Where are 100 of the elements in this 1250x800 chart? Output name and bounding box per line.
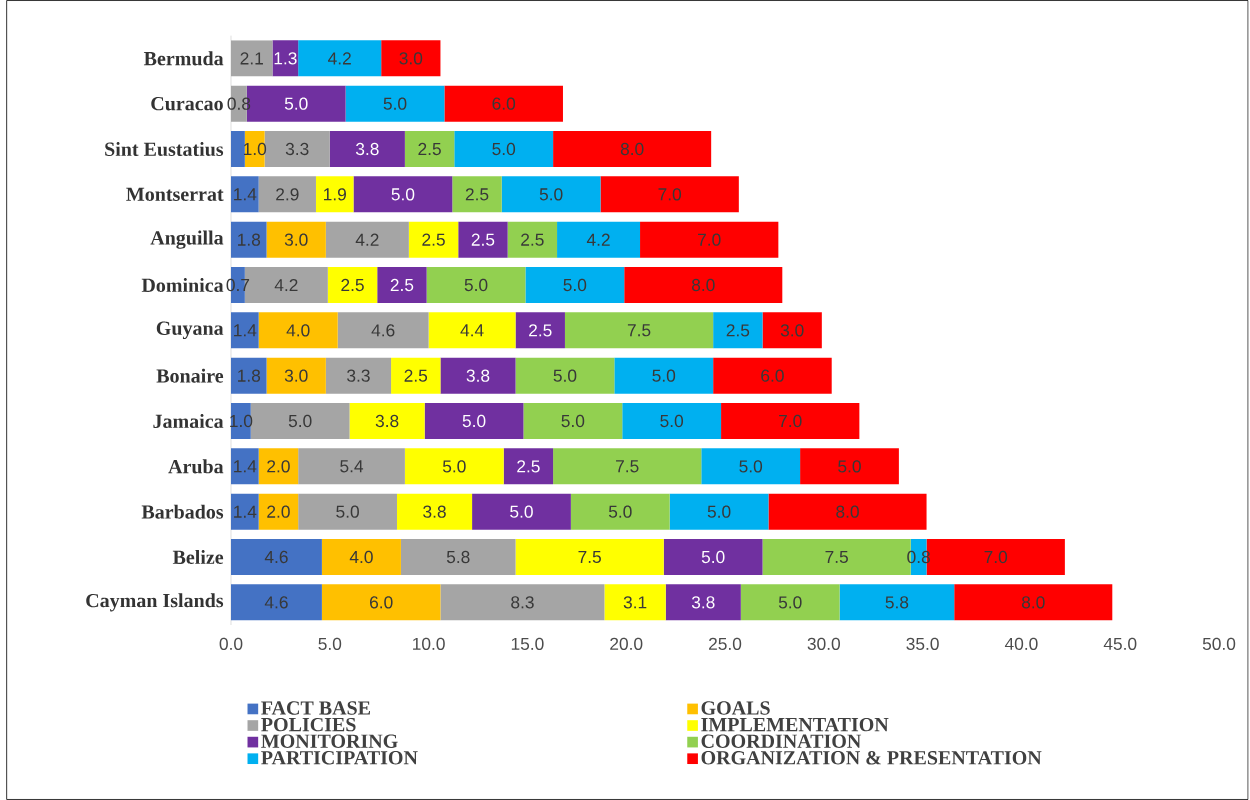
data-label: 4.0: [349, 550, 373, 564]
data-label: 1.9: [324, 188, 346, 201]
bar: [325, 357, 392, 394]
data-label: 2.5: [465, 188, 489, 201]
bar: [231, 539, 322, 576]
bar: [669, 493, 769, 530]
y-tick-label: Dominica: [141, 277, 224, 293]
data-label: 3.3: [285, 142, 309, 156]
x-tick-label: 5.0: [318, 637, 342, 650]
data-label: 5.0: [510, 505, 533, 518]
bar: [381, 40, 441, 77]
x-tick-label: 15.0: [511, 637, 544, 650]
data-label: 4.2: [355, 233, 379, 246]
bar: [557, 221, 641, 258]
data-label: 8.0: [1021, 596, 1045, 609]
bar: [440, 584, 605, 621]
data-label: 4.2: [328, 52, 351, 65]
data-label: 4.6: [264, 550, 288, 564]
data-label: 5.0: [288, 414, 312, 428]
bar: [258, 312, 338, 349]
data-label: 7.0: [658, 188, 682, 201]
x-tick-label: 25.0: [709, 637, 742, 650]
bar: [507, 221, 558, 258]
bar: [515, 312, 565, 349]
bar: [231, 40, 273, 77]
data-label: 5.0: [701, 550, 725, 564]
bar: [408, 221, 459, 258]
data-label: 3.0: [284, 369, 308, 382]
y-tick-label: Curacao: [151, 96, 223, 111]
bar: [231, 312, 259, 349]
data-label: 2.5: [521, 233, 544, 246]
data-label: 5.0: [778, 596, 802, 609]
bar: [622, 403, 722, 439]
bar: [258, 493, 299, 530]
bar: [231, 448, 259, 485]
data-label: 5.0: [284, 97, 308, 110]
bar: [325, 221, 409, 258]
data-label: 2.0: [267, 505, 290, 518]
data-label: 2.5: [726, 324, 750, 337]
bar: [614, 357, 714, 394]
bar: [258, 176, 316, 213]
data-label: 7.0: [779, 414, 802, 428]
bar: [428, 312, 516, 349]
data-label: 7.0: [698, 233, 721, 246]
bar: [396, 493, 473, 530]
data-label: 4.2: [274, 278, 298, 292]
bar: [377, 267, 427, 304]
data-label: 3.8: [466, 369, 490, 382]
data-label: 8.0: [691, 278, 715, 292]
bar: [721, 403, 860, 439]
data-label: 2.0: [267, 460, 290, 473]
bar: [327, 267, 378, 304]
data-label: 5.0: [553, 369, 577, 382]
data-label: 7.0: [984, 550, 1008, 564]
y-tick-label: Guyana: [156, 321, 224, 340]
data-label: 7.5: [627, 324, 651, 337]
bar: [391, 357, 441, 394]
bar: [298, 448, 405, 485]
data-label: 2.5: [422, 233, 445, 246]
bar: [839, 584, 955, 621]
bar: [624, 267, 783, 304]
y-tick-label: Barbados: [141, 504, 224, 519]
y-tick-label: Bermuda: [143, 51, 224, 66]
data-label: 2.5: [529, 324, 552, 337]
bar: [298, 493, 397, 530]
bar: [424, 403, 524, 439]
bar: [501, 176, 601, 213]
bar: [525, 267, 625, 304]
bar: [315, 176, 354, 213]
data-label: 6.0: [370, 596, 393, 609]
bar: [762, 312, 822, 349]
legend-label: PARTICIPATION: [261, 751, 418, 765]
legend-label: FACT BASE: [261, 701, 370, 715]
bar: [272, 40, 299, 77]
bar: [713, 312, 763, 349]
data-label: 6.0: [492, 97, 516, 110]
data-label: 5.0: [561, 414, 585, 428]
data-label: 2.5: [341, 278, 364, 292]
data-label: 2.5: [404, 369, 428, 382]
bar: [298, 40, 382, 77]
data-label: 1.8: [238, 369, 261, 382]
x-tick-label: 40.0: [1004, 637, 1038, 650]
bar: [515, 539, 664, 576]
bar: [266, 357, 326, 394]
data-label: 1.3: [274, 52, 297, 65]
data-label: 5.0: [464, 278, 488, 292]
data-label: 5.8: [446, 550, 470, 564]
data-label: 5.0: [563, 278, 587, 292]
x-tick-label: 35.0: [906, 637, 939, 650]
y-tick-label: Anguilla: [150, 230, 224, 249]
bar: [740, 584, 840, 621]
data-label: 2.1: [240, 52, 263, 65]
bar: [231, 357, 267, 394]
bar: [231, 221, 267, 258]
data-label: 5.0: [442, 460, 466, 473]
data-label: 8.3: [511, 596, 534, 609]
data-label: 5.0: [383, 97, 407, 110]
data-label: 4.6: [264, 596, 288, 609]
data-label: 5.0: [838, 460, 861, 473]
bar: [329, 131, 405, 167]
